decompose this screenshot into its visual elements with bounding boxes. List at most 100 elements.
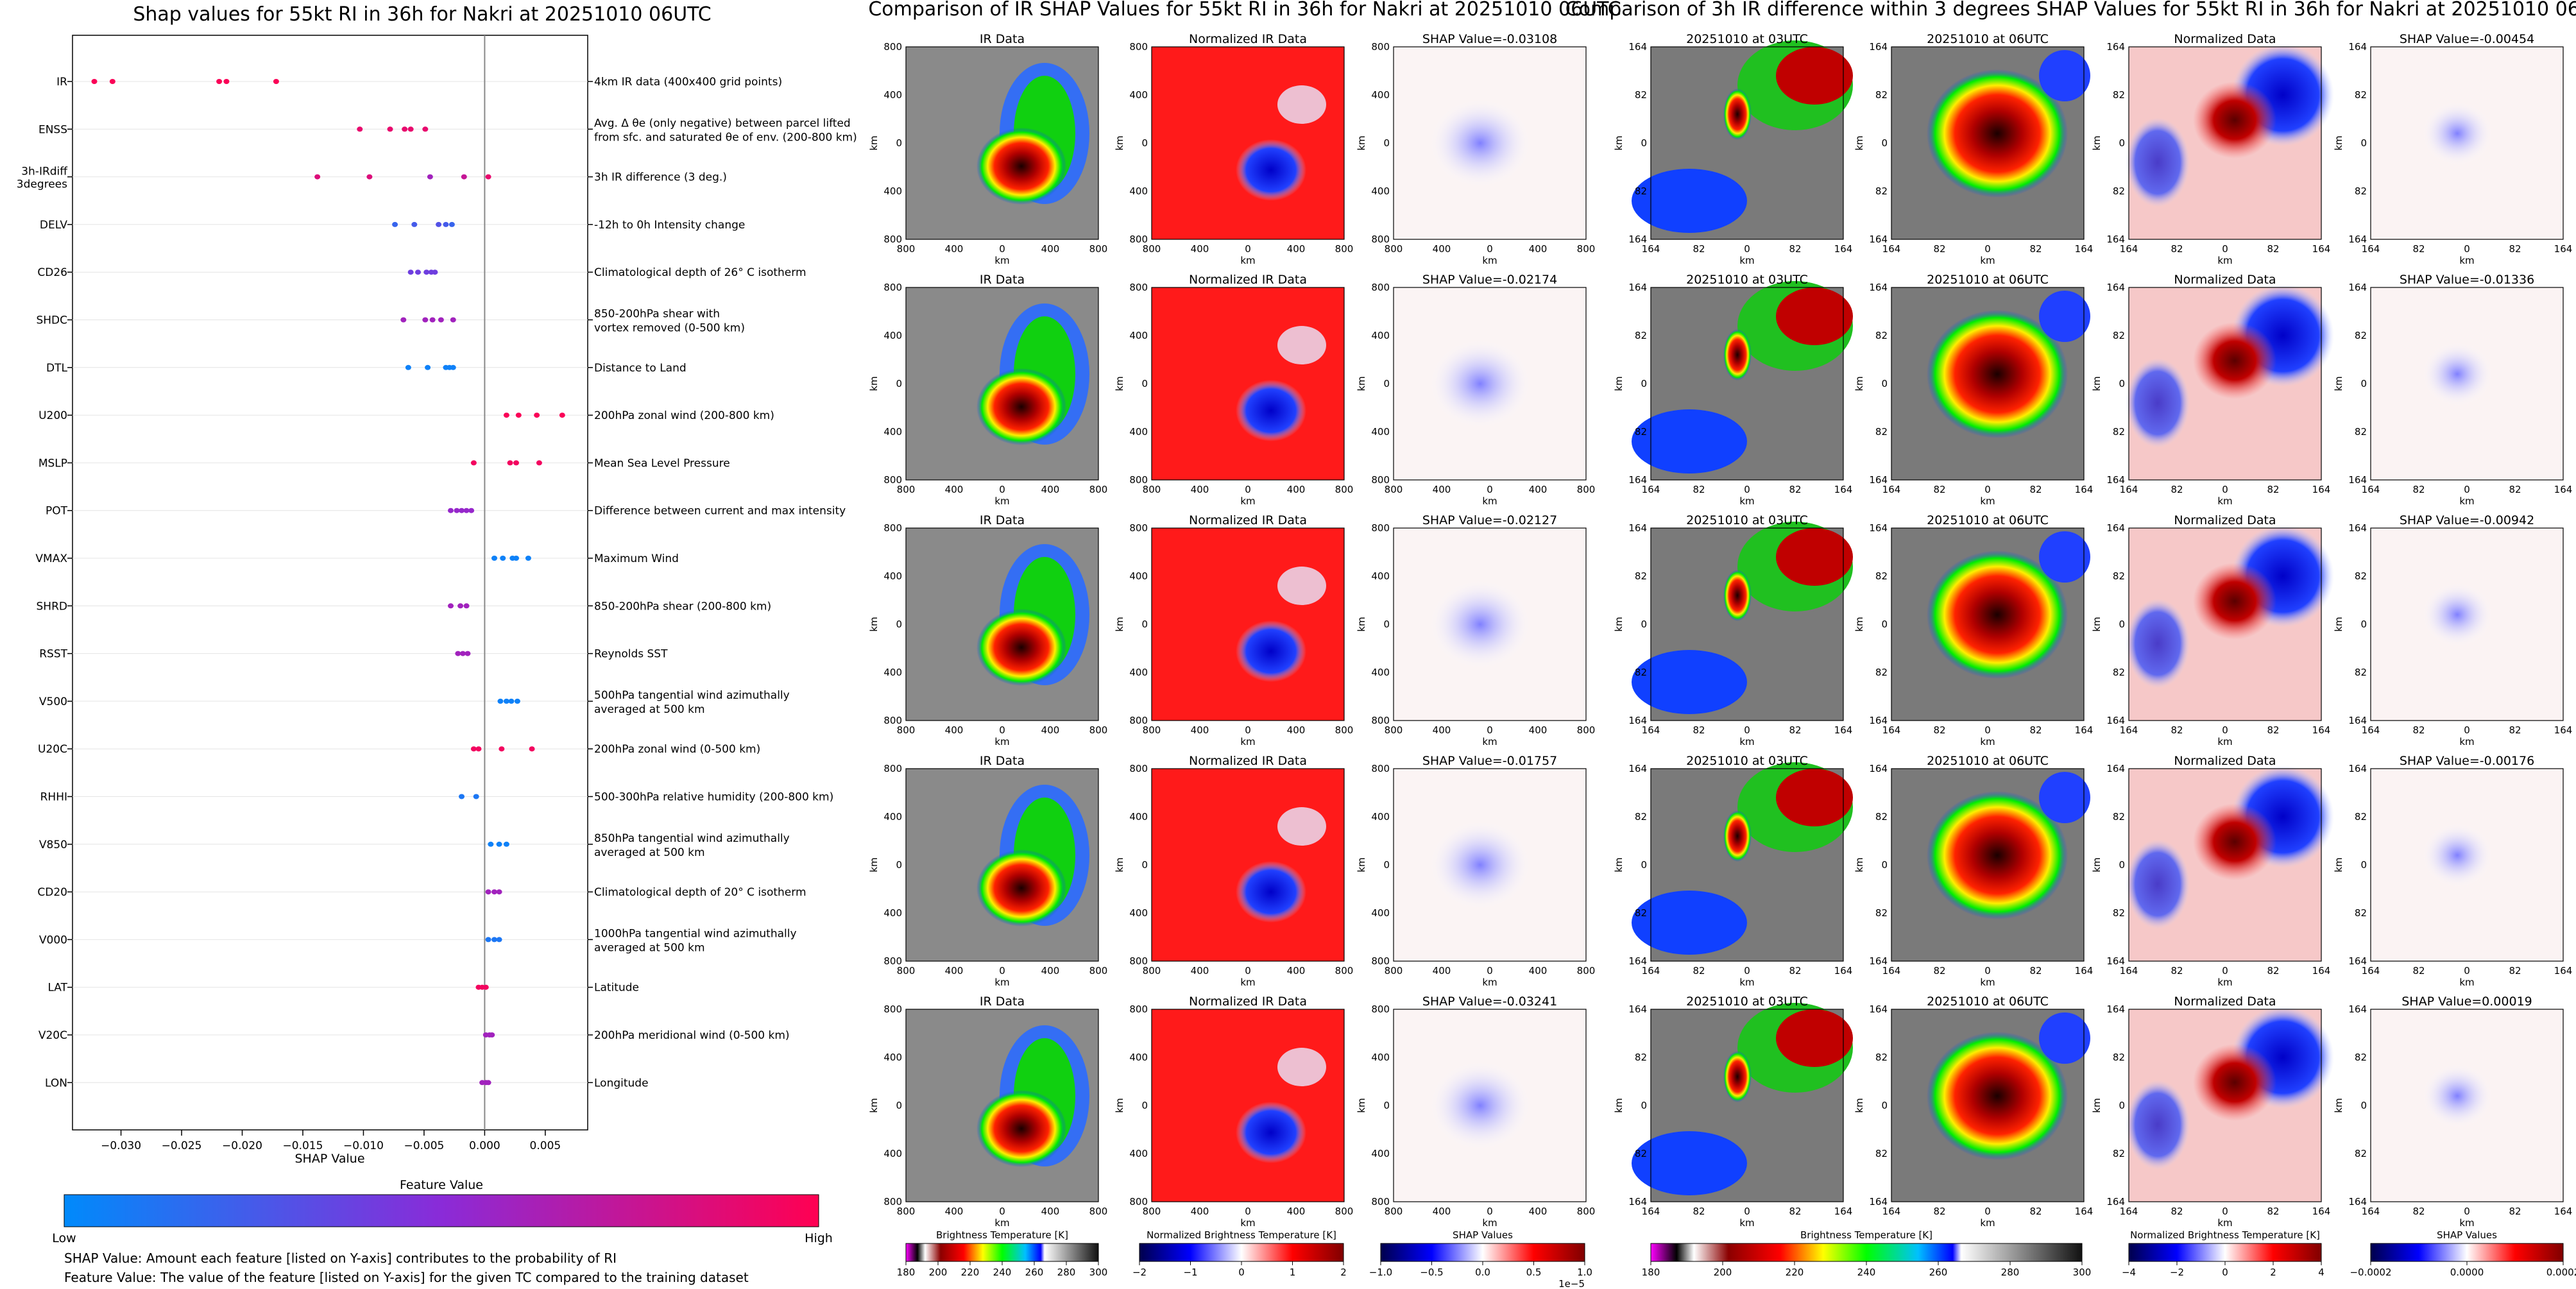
map-y-tick: 800 (1371, 955, 1390, 967)
map-y-tick: 0 (1881, 1100, 1888, 1111)
map-y-label: km (1854, 857, 1865, 872)
shap-region (1429, 339, 1531, 429)
map-y-tick: 400 (883, 1148, 902, 1159)
map-y-tick: 82 (1875, 907, 1888, 919)
map-x-tick: 82 (1789, 724, 1801, 736)
shap-point (507, 460, 513, 466)
map-y-tick: 0 (1141, 859, 1148, 871)
map-y-tick: 82 (1875, 811, 1888, 823)
map-x-tick: 800 (1143, 724, 1161, 736)
map-y-tick: 800 (1371, 1003, 1390, 1015)
map-y-tick: 82 (2113, 330, 2125, 341)
map-x-label: km (1980, 1217, 1995, 1229)
map-x-tick: 164 (2120, 484, 2138, 495)
normalized-ir-map: Normalized IR Data8008004004000040040080… (1114, 32, 1353, 266)
map-x-tick: 400 (945, 484, 964, 495)
map-x-tick: 0 (1744, 484, 1750, 495)
shap-point (463, 508, 470, 513)
shap-point (450, 317, 456, 323)
map-x-tick: 0 (1487, 1206, 1493, 1217)
map-frame (2370, 46, 2564, 240)
map-frame (1393, 46, 1587, 240)
map-title: Normalized Data (2174, 754, 2276, 768)
feature-description-line: 500hPa tangential wind azimuthally (594, 689, 790, 702)
image-colorbar: Normalized Brightness Temperature [K] −2 −… (1132, 1229, 1347, 1278)
shap-point (468, 508, 475, 513)
storm-core (977, 609, 1066, 686)
map-x-tick: 0 (999, 1206, 1005, 1217)
cold-region (1236, 620, 1306, 682)
map-x-tick: 0 (2464, 484, 2470, 495)
shap-point (407, 126, 414, 132)
colorbar-tick-label: 220 (1786, 1267, 1804, 1278)
storm-core (1927, 1032, 2068, 1160)
map-x-label: km (2459, 977, 2474, 988)
shap-point (513, 460, 520, 466)
map-y-tick: 164 (2106, 955, 2125, 967)
map-x-tick: 82 (1933, 965, 1945, 977)
feature-label-line: MSLP (38, 457, 67, 470)
map-title: SHAP Value=-0.00176 (2400, 754, 2534, 768)
map-y-tick: 164 (2348, 474, 2367, 486)
colorbar-tick-label: 200 (929, 1267, 948, 1278)
map-y-tick: 0 (2360, 619, 2367, 630)
map-x-tick: 164 (1882, 1206, 1901, 1217)
shap-point (514, 698, 520, 704)
cloud-band-core (1776, 47, 1853, 105)
map-x-label: km (994, 255, 1009, 266)
map-y-tick: 82 (2355, 570, 2367, 582)
map-y-tick: 0 (2360, 859, 2367, 871)
shap-point (485, 1080, 491, 1086)
shap-region (2422, 823, 2493, 887)
shap-point (536, 460, 542, 466)
map-frame (2370, 527, 2564, 721)
image-colorbar: Brightness Temperature [K] 180 200 220 240 26… (897, 1229, 1108, 1278)
map-y-tick: 164 (1628, 41, 1647, 53)
cold-region (1236, 139, 1306, 201)
feature-description: 4km IR data (400x400 grid points) (594, 76, 782, 89)
map-x-tick: 164 (2120, 724, 2138, 736)
map-x-tick: 800 (1089, 484, 1108, 495)
map-x-tick: 164 (2312, 243, 2331, 255)
feature-label: SHRD (37, 600, 67, 613)
map-y-tick: 164 (2348, 41, 2367, 53)
ir-06utc-map: 20251010 at 06UTC1641648282008282164164k… (1854, 994, 2093, 1229)
map-y-tick: 800 (1371, 282, 1390, 293)
map-x-tick: 82 (1693, 243, 1705, 255)
map-y-label: km (1356, 376, 1367, 391)
feature-label: SHDC (36, 314, 67, 327)
map-x-tick: 400 (1041, 1206, 1060, 1217)
feature-description-line: Distance to Land (594, 362, 687, 375)
note-feature-value: Feature Value: The value of the feature … (64, 1270, 749, 1285)
map-x-tick: 400 (1529, 1206, 1548, 1217)
map-y-tick: 82 (1635, 89, 1647, 101)
feature-label-line: V500 (39, 696, 67, 708)
map-x-tick: 82 (2171, 724, 2183, 736)
map-x-tick: 400 (1433, 243, 1451, 255)
map-y-tick: 400 (1371, 570, 1390, 582)
map-x-tick: 82 (2509, 965, 2521, 977)
map-title: IR Data (980, 32, 1025, 46)
colorbar-tick-label: −1 (1183, 1267, 1197, 1278)
map-title: IR Data (980, 513, 1025, 527)
feature-label-line: CD20 (37, 886, 67, 899)
map-frame (2128, 527, 2322, 721)
x-tick-label: −0.020 (222, 1140, 262, 1152)
feature-description: 500hPa tangential wind azimuthally averag… (594, 689, 790, 716)
cloud-band-core (1776, 769, 1853, 826)
beeswarm-x-ticks: −0.030 −0.025 −0.020 −0.015 −0.010 −0.005 0.00… (101, 1130, 561, 1152)
map-title: Normalized Data (2174, 994, 2276, 1009)
map-frame (2128, 768, 2322, 962)
warm-region (2193, 322, 2276, 399)
map-x-label: km (1980, 977, 1995, 988)
map-y-tick: 82 (2355, 1148, 2367, 1159)
feature-label-line: 3h-IRdiff (21, 166, 68, 178)
map-x-tick: 164 (1642, 724, 1660, 736)
map-x-tick: 164 (1834, 724, 1853, 736)
map-x-label: km (1482, 1217, 1497, 1229)
feature-label-line: VMAX (35, 552, 67, 565)
map-y-label: km (1854, 1098, 1865, 1113)
map-y-tick: 164 (1869, 955, 1888, 967)
map-x-tick: 400 (1191, 965, 1209, 977)
